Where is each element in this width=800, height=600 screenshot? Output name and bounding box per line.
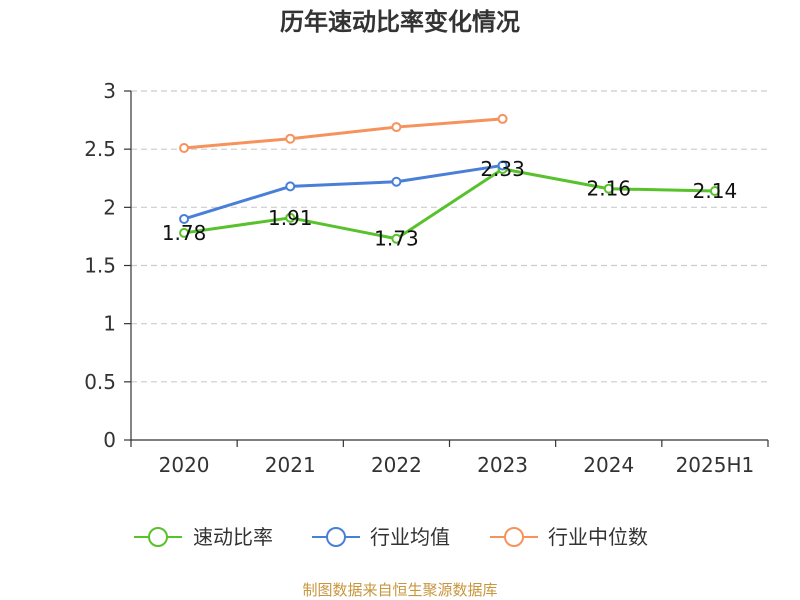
- x-tick-label: 2021: [265, 453, 316, 477]
- series-points: [179, 113, 720, 244]
- data-label: 2.33: [480, 157, 525, 181]
- legend-label: 行业均值: [370, 525, 450, 549]
- legend-item-industry-median[interactable]: 行业中位数: [490, 525, 648, 549]
- data-point: [285, 212, 296, 223]
- data-point: [285, 181, 296, 192]
- data-label: 2.16: [586, 177, 631, 201]
- x-tick-label: 2024: [583, 453, 634, 477]
- data-point: [179, 227, 190, 238]
- data-point: [391, 122, 402, 133]
- y-tick-label: 1.5: [84, 254, 116, 278]
- legend-circle-icon: [326, 527, 346, 547]
- data-point: [391, 176, 402, 187]
- y-tick-label: 1: [103, 312, 116, 336]
- axes: 0 0.5 1 1.5 2 2.5 3 2020 2021 2022 2023 2024 2025H1: [84, 79, 769, 477]
- y-tick-label: 2.5: [84, 137, 116, 161]
- data-source-note: 制图数据来自恒生聚源数据库: [302, 581, 497, 599]
- data-point: [603, 183, 614, 194]
- legend-label: 行业中位数: [548, 525, 648, 549]
- x-tick-label: 2023: [477, 453, 528, 477]
- legend: 速动比率 行业均值 行业中位数: [134, 525, 648, 549]
- y-tick-label: 2: [103, 195, 116, 219]
- data-point: [391, 233, 402, 244]
- data-point: [497, 113, 508, 124]
- y-tick-label: 0: [103, 428, 116, 452]
- x-tick-label: 2020: [159, 453, 210, 477]
- legend-item-industry-mean[interactable]: 行业均值: [312, 525, 450, 549]
- data-label: 1.91: [268, 206, 313, 230]
- data-labels: 1.78 1.91 1.73 2.33 2.16 2.14: [162, 157, 737, 251]
- y-tick-label: 0.5: [84, 370, 116, 394]
- x-tick-label: 2025H1: [676, 453, 755, 477]
- legend-circle-icon: [148, 527, 168, 547]
- legend-item-quick-ratio[interactable]: 速动比率: [134, 525, 273, 549]
- series-line-2: [182, 117, 505, 150]
- data-label: 1.78: [162, 221, 207, 245]
- data-point: [179, 213, 190, 224]
- legend-label: 速动比率: [193, 525, 273, 549]
- x-tick-label: 2022: [371, 453, 422, 477]
- legend-circle-icon: [504, 527, 524, 547]
- y-tick-label: 3: [103, 79, 116, 103]
- data-point: [497, 160, 508, 171]
- gridlines: [131, 90, 768, 383]
- chart-title: 历年速动比率变化情况: [280, 8, 520, 36]
- series-line-0: [182, 167, 717, 241]
- series-line-1: [182, 163, 505, 221]
- data-point: [179, 143, 190, 154]
- data-label: 1.73: [374, 227, 419, 251]
- data-label: 2.14: [693, 179, 738, 203]
- data-point: [709, 186, 720, 197]
- data-point: [285, 133, 296, 144]
- series-lines: [182, 117, 717, 241]
